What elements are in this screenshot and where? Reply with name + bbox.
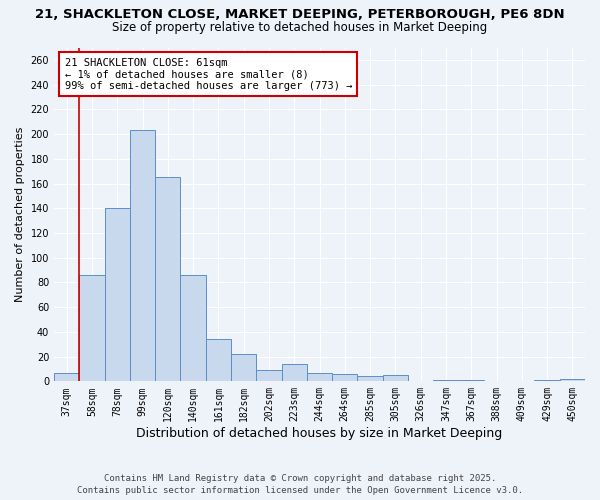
Bar [535,380,560,382]
Bar [155,178,181,382]
Bar [433,380,458,382]
Text: 21 SHACKLETON CLOSE: 61sqm
← 1% of detached houses are smaller (8)
99% of semi-d: 21 SHACKLETON CLOSE: 61sqm ← 1% of detac… [65,58,352,90]
X-axis label: Distribution of detached houses by size in Market Deeping: Distribution of detached houses by size … [136,427,503,440]
Text: Contains HM Land Registry data © Crown copyright and database right 2025.
Contai: Contains HM Land Registry data © Crown c… [77,474,523,495]
Bar [358,376,383,382]
Text: Size of property relative to detached houses in Market Deeping: Size of property relative to detached ho… [112,21,488,34]
Bar [231,354,256,382]
Bar [332,374,358,382]
Bar [256,370,281,382]
Bar [281,364,307,382]
Bar [307,372,332,382]
Bar [383,375,408,382]
Bar [79,275,104,382]
Bar [104,208,130,382]
Bar [458,380,484,382]
Y-axis label: Number of detached properties: Number of detached properties [15,126,25,302]
Bar [206,340,231,382]
Text: 21, SHACKLETON CLOSE, MARKET DEEPING, PETERBOROUGH, PE6 8DN: 21, SHACKLETON CLOSE, MARKET DEEPING, PE… [35,8,565,20]
Bar [560,379,585,382]
Bar [54,372,79,382]
Bar [130,130,155,382]
Bar [181,275,206,382]
